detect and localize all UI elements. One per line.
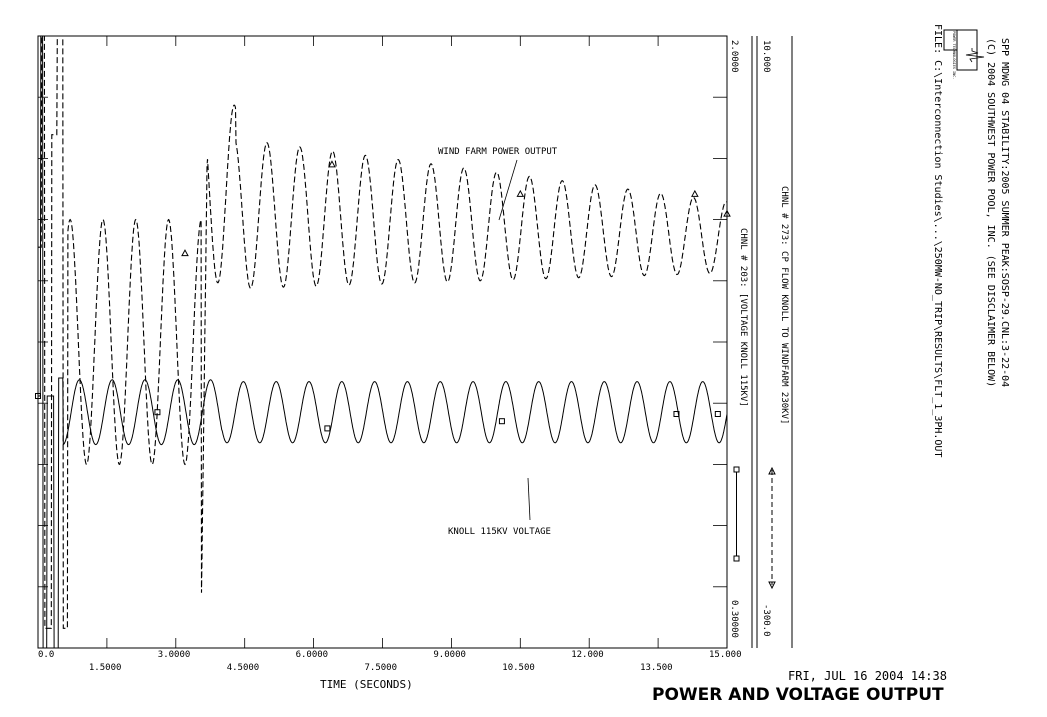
power-marker — [181, 249, 189, 257]
power-channel-label: CHNL # 273: CP FLOW KNOLL TO WINDFARM 23… — [779, 186, 789, 424]
x-tick-label: 4.5000 — [227, 663, 260, 673]
axis-ticks — [38, 36, 727, 648]
power-marker — [516, 189, 525, 197]
plot-frame — [37, 35, 728, 649]
power-axis-bottom: -300.0 — [761, 604, 771, 637]
voltage-marker — [498, 418, 505, 425]
date-line: FRI, JUL 16 2004 14:38 — [788, 669, 947, 683]
voltage-marker — [714, 411, 721, 417]
x-tick-label: 6.0000 — [296, 650, 329, 660]
power-marker — [328, 160, 336, 168]
power-axis-top: 10.000 — [761, 40, 771, 73]
logo-box — [943, 29, 985, 71]
annotation-wind-farm-arrow — [498, 159, 518, 221]
voltage-legend-key — [733, 466, 740, 562]
voltage-marker — [154, 409, 161, 416]
power-marker — [691, 189, 699, 197]
power-marker — [723, 209, 731, 217]
x-tick-label: 15.000 — [709, 650, 742, 660]
voltage-marker — [35, 393, 41, 399]
annotation-knoll-voltage-arrow — [527, 477, 531, 521]
logo-text: POWER TECHNOLOGIES INC. — [952, 31, 956, 79]
chart-title: POWER AND VOLTAGE OUTPUT — [652, 685, 944, 705]
series-markers — [35, 160, 731, 432]
annotation-knoll-voltage: KNOLL 115KV VOLTAGE — [448, 527, 551, 537]
x-tick-labels: 0.0 1.5000 3.0000 4.5000 6.0000 7.5000 9.0000 1… — [38, 650, 742, 673]
annotation-wind-farm: WIND FARM POWER OUTPUT — [438, 147, 558, 157]
x-tick-label: 0.0 — [38, 650, 54, 660]
voltage-marker — [673, 411, 680, 417]
x-tick-label: 13.500 — [640, 663, 673, 673]
power-legend-key — [768, 466, 776, 590]
x-tick-label: 12.000 — [571, 650, 604, 660]
knoll-voltage-line — [38, 35, 728, 649]
voltage-marker — [324, 425, 331, 432]
voltage-axis-bottom: 0.30000 — [729, 600, 739, 638]
header-line-1: SPP MDWG 04 STABILITY:2005 SUMMER PEAK:S… — [999, 38, 1010, 387]
voltage-channel-label: CHNL # 203: [VOLTAGE KNOLL 115KV] — [738, 228, 748, 407]
header-line-2: (C) 2004 SOUTHWEST POWER POOL, INC. (SEE… — [985, 38, 996, 387]
voltage-axis-top: 2.0000 — [729, 40, 739, 73]
file-path: FILE: C:\Interconnection Studies\...\250… — [932, 24, 943, 457]
x-tick-label: 7.5000 — [365, 663, 398, 673]
x-tick-label: 9.0000 — [433, 650, 466, 660]
x-tick-label: 10.500 — [502, 663, 535, 673]
x-tick-label: 3.0000 — [158, 650, 191, 660]
x-axis-label: TIME (SECONDS) — [320, 678, 413, 691]
wind-farm-power-line — [38, 35, 728, 629]
x-tick-label: 1.5000 — [89, 663, 122, 673]
